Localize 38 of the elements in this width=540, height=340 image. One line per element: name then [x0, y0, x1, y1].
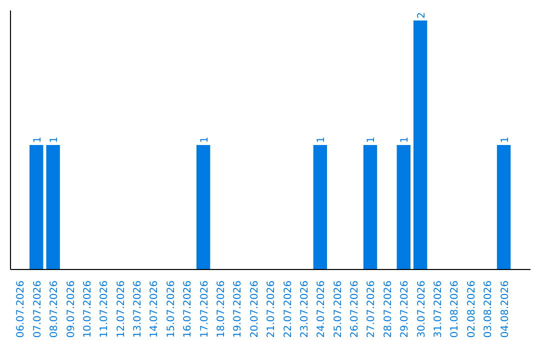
x-tick-label: 06.07.2026: [16, 280, 27, 338]
data-label: 1: [366, 136, 378, 143]
data-label: 1: [199, 136, 210, 143]
x-tick-label: 18.07.2026: [216, 280, 227, 338]
x-tick-label: 07.07.2026: [32, 280, 44, 338]
data-label: 1: [500, 136, 511, 143]
x-tick-label: 23.07.2026: [299, 280, 310, 338]
x-tick-label: 22.07.2026: [282, 280, 294, 338]
x-tick-label: 27.07.2026: [366, 280, 378, 338]
x-tick-label: 10.07.2026: [82, 280, 94, 338]
data-label: 2: [416, 12, 428, 18]
x-tick-label: 15.07.2026: [166, 280, 177, 338]
x-tick-label: 01.08.2026: [450, 280, 461, 338]
x-tick-label: 12.07.2026: [116, 280, 127, 338]
x-tick-label: 29.07.2026: [400, 280, 411, 338]
data-label: 1: [49, 136, 60, 143]
x-tick-label: 09.07.2026: [66, 280, 77, 338]
x-tick-label: 17.07.2026: [199, 280, 210, 338]
x-tick-label: 25.07.2026: [332, 280, 344, 338]
x-tick-label: 16.07.2026: [182, 280, 194, 338]
x-tick-label: 03.08.2026: [483, 280, 494, 338]
x-tick-label: 31.07.2026: [433, 280, 444, 338]
x-tick-label: 08.07.2026: [49, 280, 60, 338]
x-tick-label: 30.07.2026: [416, 280, 428, 338]
x-tick-label: 14.07.2026: [149, 280, 160, 338]
x-tick-label: 04.08.2026: [500, 280, 511, 338]
x-tick-label: 02.08.2026: [466, 280, 478, 338]
x-tick-label: 21.07.2026: [266, 280, 278, 338]
x-tick-label: 13.07.2026: [132, 280, 144, 338]
data-label: 1: [32, 136, 44, 143]
x-tick-label: 24.07.2026: [316, 280, 328, 338]
x-tick-label: 20.07.2026: [249, 280, 260, 338]
data-label: 1: [316, 136, 328, 143]
data-label: 1: [400, 136, 411, 143]
x-tick-label: 11.07.2026: [99, 280, 110, 338]
x-tick-label: 28.07.2026: [382, 280, 394, 338]
x-tick-label: 26.07.2026: [350, 280, 361, 338]
x-tick-label: 19.07.2026: [232, 280, 244, 338]
